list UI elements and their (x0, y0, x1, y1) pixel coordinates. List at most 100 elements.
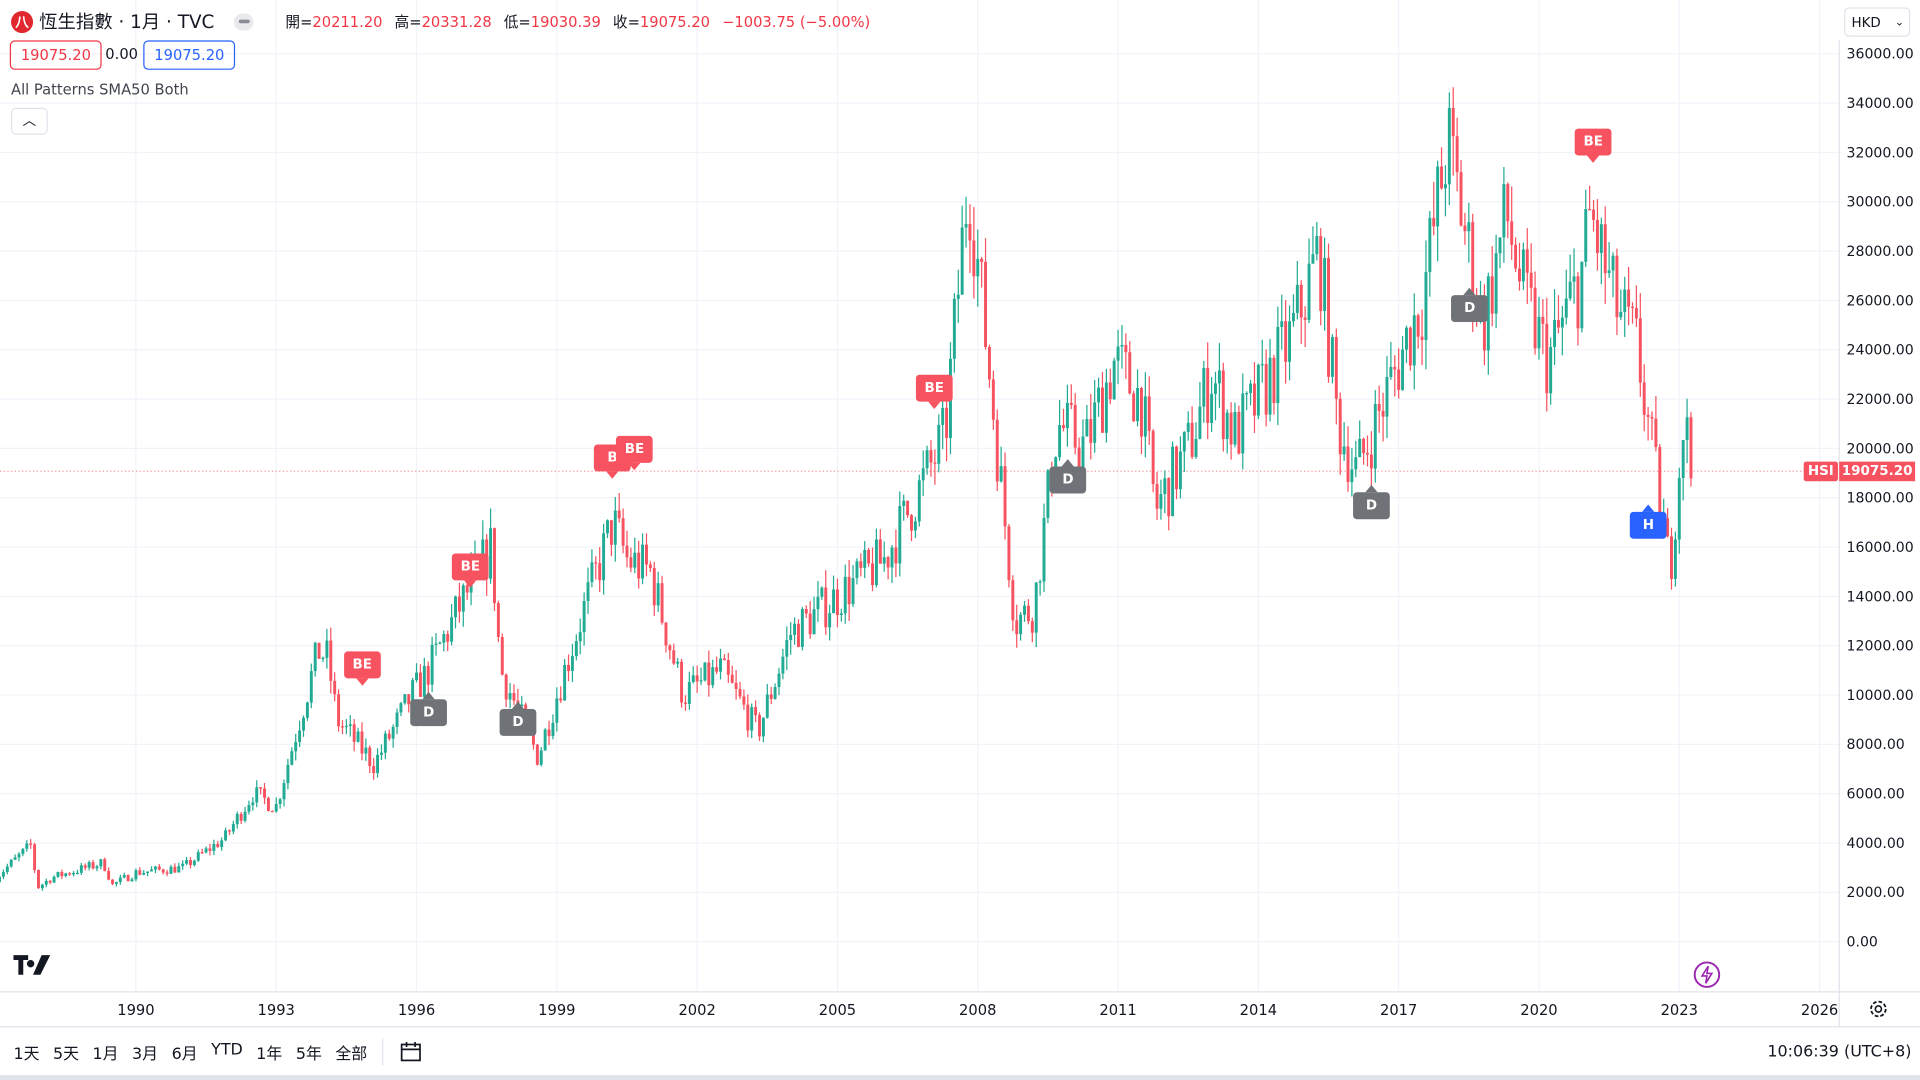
range-1[interactable]: 5天 (52, 1045, 80, 1064)
candle-body (999, 466, 1003, 482)
candle-body (645, 544, 648, 565)
candle-body (1288, 321, 1292, 362)
candle-body (781, 656, 785, 674)
candle-body (1315, 236, 1319, 255)
sell-button[interactable]: 19075.20 (9, 40, 102, 70)
candle-body (1178, 451, 1182, 490)
candle-body (917, 480, 921, 522)
chevron-up-icon[interactable]: ︿ (11, 107, 48, 135)
candle-body (1576, 276, 1580, 329)
candle-body (1615, 255, 1619, 318)
pattern-marker-d[interactable]: D (499, 701, 537, 736)
candle-body (1026, 605, 1030, 622)
calendar-goto-icon[interactable] (398, 1040, 425, 1064)
candle-body (1533, 287, 1537, 349)
candle-body (298, 730, 302, 742)
candle-body (890, 547, 894, 568)
y-tick-label: 32000.00 (1847, 145, 1914, 161)
pattern-marker-be[interactable]: BE (915, 374, 953, 409)
candle-body (1198, 406, 1202, 439)
pattern-marker-d[interactable]: D (1353, 484, 1390, 520)
range-4[interactable]: 6月 (171, 1045, 198, 1064)
high-label: 高= (394, 13, 422, 31)
candle-body (1342, 446, 1346, 455)
pattern-marker-d[interactable]: D (1451, 287, 1489, 323)
gear-icon[interactable] (1867, 998, 1889, 1020)
candle-body (270, 810, 274, 813)
candle-body (1518, 268, 1521, 282)
range-2[interactable]: 1月 (92, 1045, 119, 1064)
candle-body (204, 848, 208, 853)
indicator-name[interactable]: All Patterns SMA50 Both (11, 80, 189, 98)
candle-body (1319, 236, 1323, 311)
candle-body (1490, 276, 1494, 314)
candle-body (586, 582, 590, 602)
candle-body (364, 747, 368, 754)
candle-body (1650, 416, 1654, 419)
collapse-legend-icon[interactable] (233, 12, 254, 31)
range-0[interactable]: 1天 (13, 1045, 40, 1064)
candle-body (1163, 478, 1167, 495)
candle-body (1572, 276, 1576, 282)
range-3[interactable]: 3月 (132, 1045, 159, 1064)
candle-body (531, 730, 535, 745)
candle-body (153, 866, 157, 870)
pattern-marker-be[interactable]: BE (616, 435, 653, 471)
candle-body (446, 634, 450, 642)
candle-body (251, 802, 255, 806)
currency-select[interactable]: HKD ⌄ (1844, 7, 1911, 37)
candle-body (173, 866, 177, 873)
candle-body (1295, 284, 1299, 313)
candle-body (898, 506, 902, 564)
candle-body (1058, 425, 1062, 458)
pattern-marker-d[interactable]: D (410, 691, 448, 727)
symbol-title[interactable]: 恆生指數 · 1月 · TVC (39, 11, 215, 34)
candle-body (1428, 217, 1432, 273)
candle-body (430, 644, 434, 685)
candle-body (1034, 582, 1038, 633)
range-7[interactable]: 5年 (295, 1045, 322, 1064)
candle-body (1, 872, 5, 877)
candle-body (1689, 417, 1693, 479)
candle-body (769, 694, 773, 699)
candle-body (411, 680, 415, 705)
candle-body (882, 557, 886, 564)
candle-body (107, 870, 111, 880)
tradingview-logo-icon[interactable] (12, 953, 54, 977)
candle-body (1007, 526, 1011, 581)
candle-body (496, 603, 500, 638)
y-tick-label: 12000.00 (1847, 639, 1914, 655)
candle-body (1291, 312, 1295, 322)
candle-body (1038, 581, 1042, 583)
candle-body (972, 240, 976, 277)
candle-body (797, 623, 800, 647)
lightning-icon[interactable] (1693, 961, 1721, 988)
candle-body (259, 787, 263, 789)
candle-body (224, 830, 228, 841)
pattern-marker-be[interactable]: BE (343, 651, 381, 686)
pattern-marker-be[interactable]: BE (451, 553, 489, 588)
clock-timezone[interactable]: 10:06:39 (UTC+8) (1767, 1042, 1912, 1062)
candle-body (220, 840, 224, 848)
range-8[interactable]: 全部 (335, 1045, 368, 1064)
candle-body (415, 672, 419, 681)
candle-body (1404, 327, 1408, 350)
candle-body (103, 859, 107, 871)
price-chart[interactable]: 0.00 2000.00 4000.00 6000.00 8000.00 10000.00… (0, 0, 1920, 1027)
range-6[interactable]: 1年 (256, 1045, 283, 1064)
candle-body (1327, 257, 1330, 377)
candle-body (843, 576, 847, 614)
candle-body (555, 698, 559, 723)
range-5[interactable]: YTD (211, 1040, 243, 1059)
candle-body (189, 860, 192, 865)
candle-body (376, 754, 380, 774)
pattern-marker-be[interactable]: BE (1574, 128, 1612, 163)
candle-body (95, 866, 99, 869)
candle-body (1389, 366, 1393, 378)
candle-body (991, 379, 995, 420)
pattern-marker-h[interactable]: H (1630, 504, 1667, 539)
buy-button[interactable]: 19075.20 (143, 40, 236, 70)
pattern-marker-d[interactable]: D (1049, 459, 1087, 494)
x-tick-label: 1993 (258, 1002, 295, 1019)
